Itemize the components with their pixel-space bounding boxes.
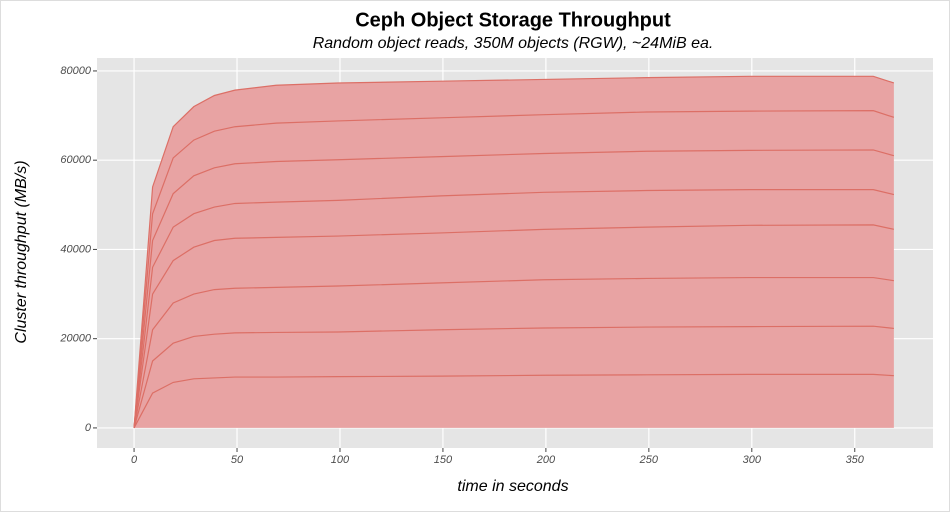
y-tick-label: 40000 (60, 243, 91, 255)
y-axis-label: Cluster throughput (MB/s) (13, 160, 30, 343)
area-line (133, 110, 895, 428)
y-tick-label: 20000 (59, 333, 91, 345)
x-tick-label: 350 (846, 454, 865, 466)
y-tick-label: 80000 (60, 65, 91, 77)
chart-title: Ceph Object Storage Throughput (355, 9, 671, 31)
area-layer (134, 189, 894, 428)
x-tick-label: 150 (434, 454, 453, 466)
y-tick-label: 0 (85, 422, 92, 434)
area-line (133, 189, 895, 428)
x-tick-label: 200 (536, 454, 556, 466)
area-layer (134, 374, 894, 428)
y-tick-label: 60000 (60, 154, 91, 166)
area-line (133, 276, 894, 429)
area-layer (134, 76, 894, 428)
area-line (133, 325, 894, 429)
area-line (133, 373, 894, 429)
x-tick-label: 250 (639, 454, 659, 466)
area-line (133, 224, 895, 429)
area-layer (134, 326, 894, 428)
area-layer (134, 277, 894, 428)
area-line (133, 149, 895, 428)
chart-subtitle: Random object reads, 350M objects (RGW),… (313, 35, 714, 52)
area-layer (134, 224, 894, 428)
x-tick-label: 50 (231, 454, 244, 466)
area-layer (134, 110, 894, 428)
x-tick-label: 300 (743, 454, 762, 466)
x-axis-label: time in seconds (457, 478, 568, 495)
x-tick-label: 100 (331, 454, 350, 466)
x-tick-label: 0 (131, 454, 138, 466)
area-layer (134, 149, 894, 428)
area-line (133, 75, 895, 428)
